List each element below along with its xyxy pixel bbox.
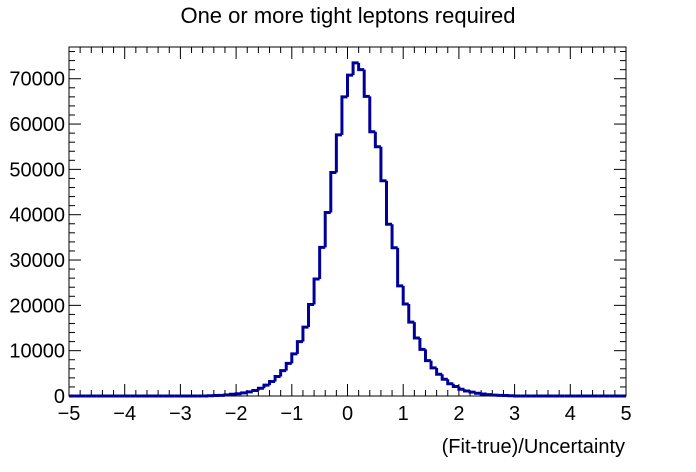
x-axis-title: (Fit-true)/Uncertainty [442,436,625,458]
histogram-bin [379,146,387,183]
x-tick-label: −4 [113,403,136,425]
histogram-bin [307,302,315,328]
x-tick-labels: −5 −4 −3 −2 −1 0 1 2 3 4 5 [58,403,632,425]
x-tick-label: −2 [225,403,248,425]
y-tick-label: 70000 [9,69,65,91]
histogram-bin [440,374,448,381]
y-tick-label: 40000 [9,205,65,227]
histogram-bin [362,69,370,98]
x-tick-label: 0 [342,403,353,425]
histogram-bin [429,360,437,370]
histogram-bin [240,391,248,395]
histogram-bin [357,62,365,72]
x-tick-label: 1 [398,403,409,425]
x-tick-label: −5 [58,403,81,425]
histogram-bin [418,337,426,351]
histogram-bin [401,285,409,306]
histogram-bin [446,379,454,386]
histogram-bin [390,224,398,250]
histogram-series [69,61,626,398]
histogram-bin [451,383,459,388]
histogram-bin [279,369,287,377]
histogram-bin [346,73,354,97]
histogram-bin [290,352,298,364]
histogram-bin [256,386,264,391]
histogram-bin [462,389,471,393]
histogram-bin [384,180,393,226]
y-tick-label: 60000 [9,114,65,136]
histogram-bin [479,392,487,396]
histogram-bin [284,361,292,371]
histogram-bin [423,349,432,363]
x-tick-label: 3 [509,403,520,425]
histogram-bin [396,247,404,288]
y-tick-label: 20000 [9,295,65,317]
histogram-bin [323,210,331,248]
plot-frame [68,46,627,397]
histogram-bin [329,171,337,213]
histogram-bin [312,277,320,305]
histogram-bin [412,322,420,340]
axis-ticks [68,47,627,397]
histogram-bin [407,303,415,324]
histogram-bin [334,133,342,173]
y-tick-label: 0 [54,386,65,408]
chart-title: One or more tight leptons required [180,3,515,28]
x-tick-label: 5 [620,403,631,425]
x-tick-label: 2 [453,403,464,425]
histogram-bin [368,96,376,134]
histogram-bin [251,389,259,393]
x-tick-label: −3 [169,403,192,425]
x-tick-label: 4 [565,403,576,425]
histogram-bin [318,245,326,280]
histogram-bin [351,61,359,76]
y-tick-label: 10000 [9,341,65,363]
histogram-bin [468,390,476,394]
histogram-bin [273,375,281,382]
histogram-bin [474,391,482,395]
histogram-bin [457,386,465,391]
x-tick-label: −1 [280,403,303,425]
y-tick-label: 50000 [9,159,65,181]
histogram-bin [262,383,270,389]
y-tick-label: 30000 [9,250,65,272]
y-tick-labels: 0 10000 20000 30000 40000 50000 60000 70000 [9,69,65,408]
histogram-bin [435,367,443,376]
histogram-bin [340,95,348,135]
histogram-bin [229,392,237,396]
histogram-bin [268,380,276,386]
histogram-bin [301,325,309,342]
histogram-bin [485,393,493,397]
histogram-bin [295,340,303,354]
histogram-bin [373,131,381,149]
histogram-bin [245,390,253,394]
plot-border [68,46,627,397]
